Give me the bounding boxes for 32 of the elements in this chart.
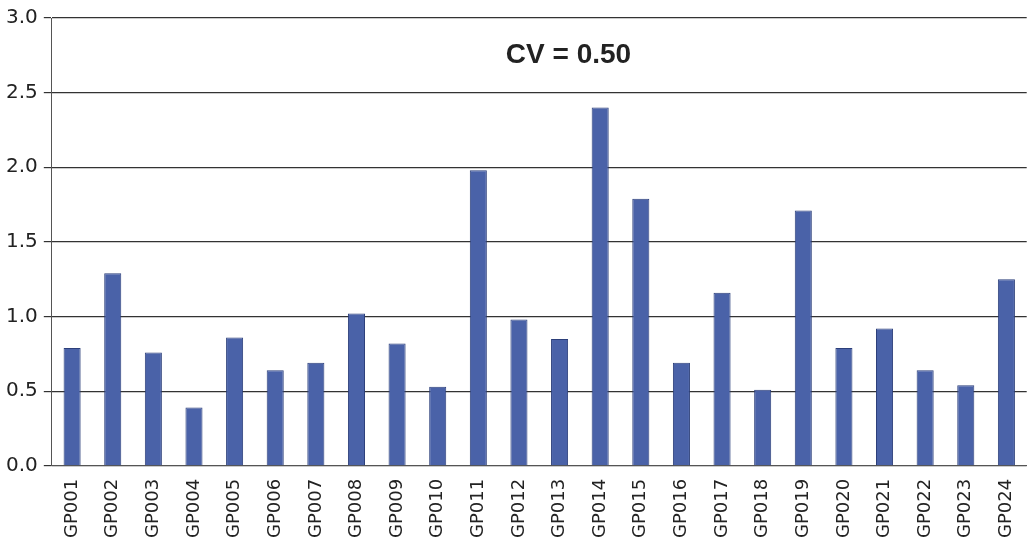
x-tick-label: GP010 [425,478,447,539]
x-tick-label: GP021 [872,478,894,539]
x-tick-label: GP012 [506,478,528,539]
y-tick-label: 1.0 [5,302,38,327]
x-tick-label: GP008 [344,478,366,539]
x-tick-label: GP005 [222,478,244,539]
x-tick-label: GP013 [547,478,569,539]
x-tick-label: GP017 [709,478,731,539]
y-tick-label: 1.5 [5,228,38,253]
x-tick-label: GP006 [262,478,284,539]
x-tick-label: GP007 [303,478,325,539]
text: CV = 0.50 [505,38,632,70]
y-tick-label: 2.5 [5,78,38,103]
x-tick-label: GP018 [750,478,772,539]
x-tick-label: GP019 [790,478,812,539]
y-tick-label: 0.0 [5,452,38,477]
x-tick-label: GP016 [669,478,691,539]
x-tick-label: GP024 [994,478,1016,539]
x-tick-label: GP003 [141,478,163,539]
x-tick-label: GP023 [953,478,975,539]
x-tick-label: GP011 [466,478,487,539]
x-tick-label: GP020 [831,478,853,539]
x-tick-label: GP015 [628,478,650,539]
y-tick-label: 2.0 [5,153,38,178]
x-tick-label: GP009 [384,478,406,539]
x-tick-label: GP001 [59,478,81,539]
y-tick-label: 0.5 [5,377,38,402]
x-tick-label: GP002 [100,478,122,539]
y-tick-label: 3.0 [5,4,38,29]
x-tick-label: GP022 [912,478,934,539]
x-tick-label: GP004 [181,478,203,539]
x-tick-label: GP014 [587,478,609,539]
